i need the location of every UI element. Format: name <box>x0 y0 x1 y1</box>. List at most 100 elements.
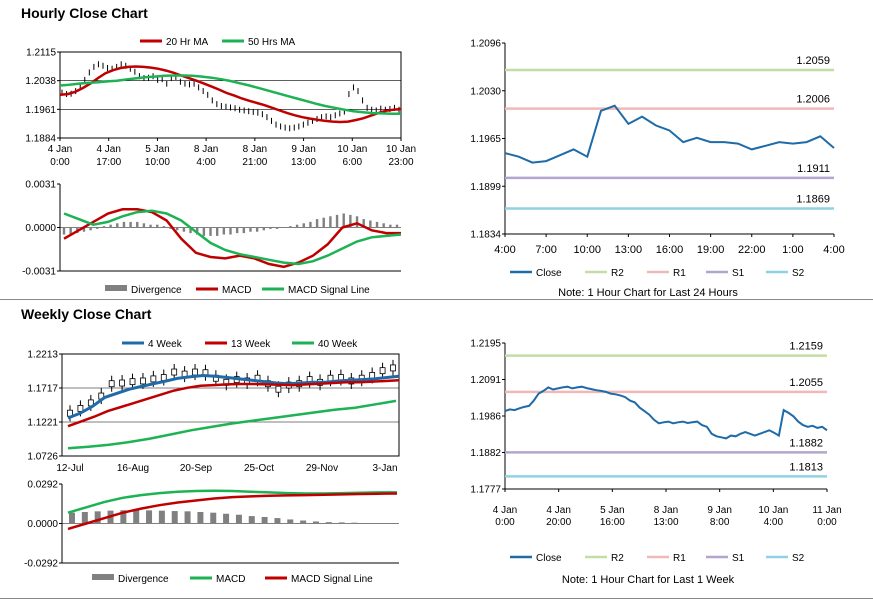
weekly-close-ytick-label: 1.1777 <box>470 485 501 496</box>
hourly-close-s1-value: 1.1911 <box>797 163 830 175</box>
hourly-price-xtick-label: 10 Jan <box>386 144 416 155</box>
weekly-close-xtick-label: 11 Jan <box>812 505 841 516</box>
weekly-divergence-bar <box>235 514 242 524</box>
hourly-divergence-bar <box>262 227 265 231</box>
hourly-price-xtick-label: 5 Jan <box>145 144 169 155</box>
hourly-divergence-bar <box>82 227 86 232</box>
hourly-ma50-legend-label: 50 Hrs MA <box>248 37 296 48</box>
weekly-close-xtick-label: 9 Jan <box>707 505 731 516</box>
hourly-divergence-bar <box>395 224 399 228</box>
hourly-divergence-bar <box>242 227 246 234</box>
hourly-divergence-bar <box>289 226 292 228</box>
weekly-divergence-bar <box>133 510 140 524</box>
hourly-close-r2-value: 1.2059 <box>796 55 830 67</box>
weekly-close-close-legend-label: Close <box>536 553 562 564</box>
weekly-close-ytick-label: 1.1986 <box>470 412 501 423</box>
weekly-close-xtick-label: 0:00 <box>495 517 515 528</box>
weekly-divergence-legend-label: Divergence <box>118 574 169 585</box>
hourly-close-r1-value: 1.2006 <box>796 94 830 106</box>
weekly-close-s1-value: 1.1882 <box>789 437 823 449</box>
hourly-divergence-bar <box>96 227 99 229</box>
hourly-close-xtick-label: 7:00 <box>535 244 556 256</box>
hourly-divergence-bar <box>389 224 392 228</box>
weekly-price-ytick-label: 1.1221 <box>27 418 58 429</box>
hourly-divergence-bar <box>182 227 186 232</box>
hourly-divergence-bar <box>202 227 206 236</box>
hourly-close-xtick-label: 10:00 <box>573 244 601 256</box>
weekly-price-xtick-label: 16-Aug <box>117 463 149 474</box>
weekly-price-xtick-label: 29-Nov <box>306 463 338 474</box>
weekly-close-xtick-label: 16:00 <box>600 517 625 528</box>
weekly-divergence-bar <box>197 512 204 524</box>
hourly-divergence-bar <box>109 224 112 228</box>
weekly-price-plot-area <box>61 353 400 457</box>
hourly-divergence-bar <box>156 224 159 228</box>
weekly-candle-body <box>119 379 125 387</box>
weekly-candle-body <box>140 377 146 385</box>
weekly-40wk-line <box>67 399 397 450</box>
weekly-price-ytick-label: 1.2213 <box>27 350 58 361</box>
hourly-price-xtick-label: 23:00 <box>388 157 413 168</box>
hourly-ma20-legend-label: 20 Hr MA <box>166 37 209 48</box>
hourly-divergence-bar <box>169 227 172 229</box>
weekly-close-xtick-label: 4:00 <box>764 517 784 528</box>
hourly-price-ytick-label: 1.2038 <box>25 76 56 87</box>
hourly-divergence-legend-swatch <box>105 285 127 291</box>
weekly-divergence-bar <box>261 517 268 524</box>
weekly-divergence-bar <box>325 522 332 524</box>
weekly-13wk-legend-label: 13 Week <box>231 339 271 350</box>
weekly-close-close-line <box>504 385 828 440</box>
hourly-divergence-bar <box>89 227 92 231</box>
weekly-13wk-line <box>67 379 400 428</box>
weekly-close-r2-legend-label: R2 <box>611 553 624 564</box>
hourly-divergence-bar <box>342 213 345 228</box>
section-divider-bottom <box>0 598 873 599</box>
hourly-close-xtick-label: 4:00 <box>494 244 515 256</box>
weekly-divergence-bar <box>94 511 101 524</box>
weekly-close-ytick-label: 1.2195 <box>470 339 501 350</box>
weekly-close-ytick-label: 1.2091 <box>470 375 501 386</box>
hourly-divergence-bar <box>116 223 119 228</box>
hourly-divergence-bar <box>189 227 192 234</box>
weekly-close-s2-value: 1.1813 <box>789 461 823 473</box>
weekly-divergence-bar <box>158 510 165 524</box>
hourly-divergence-bar <box>102 226 106 228</box>
hourly-close-xtick-label: 1:00 <box>782 244 803 256</box>
weekly-candle-body <box>150 375 157 383</box>
weekly-close-xtick-label: 8:00 <box>710 517 730 528</box>
hourly-divergence-bar <box>309 221 312 228</box>
hourly-macd-legend-label: MACD <box>222 285 251 296</box>
weekly-candle-body <box>77 404 84 412</box>
hourly-close-r1-legend-label: R1 <box>673 268 686 279</box>
weekly-40wk-legend-label: 40 Week <box>318 339 358 350</box>
hourly-divergence-bar <box>362 219 365 228</box>
weekly-close-xtick-label: 4 Jan <box>546 505 570 516</box>
weekly-close-s1-legend-label: S1 <box>732 553 745 564</box>
hourly-close-ytick-label: 1.1965 <box>470 134 501 145</box>
weekly-candle-body <box>390 364 396 372</box>
hourly-price-ytick-label: 1.1961 <box>25 105 56 116</box>
hourly-price-xtick-label: 6:00 <box>343 157 363 168</box>
weekly-close-xtick-label: 20:00 <box>546 517 571 528</box>
hourly-divergence-bar <box>329 216 332 228</box>
hourly-divergence-bar <box>275 227 279 229</box>
weekly-divergence-bar <box>120 510 127 524</box>
hourly-ma20-line <box>59 65 402 124</box>
hourly-price-xtick-label: 13:00 <box>291 157 316 168</box>
hourly-divergence-bar <box>215 227 219 236</box>
weekly-price-xtick-label: 20-Sep <box>180 463 213 474</box>
weekly-divergence-bar <box>210 512 217 524</box>
weekly-close-note: Note: 1 Hour Chart for Last 1 Week <box>562 574 735 586</box>
hourly-price-xtick-label: 4 Jan <box>48 144 72 155</box>
hourly-macd-ytick-label: -0.0031 <box>22 267 56 278</box>
hourly-divergence-bar <box>176 227 179 231</box>
weekly-price-ytick-label: 1.0726 <box>27 452 58 463</box>
weekly-price-ytick-label: 1.1717 <box>27 384 58 395</box>
weekly-close-ytick-label: 1.1882 <box>470 448 501 459</box>
weekly-close-xtick-label: 5 Jan <box>600 505 624 516</box>
hourly-close-close-line <box>504 104 835 164</box>
hourly-divergence-bar <box>255 227 259 232</box>
hourly-price-ytick-label: 1.1884 <box>25 134 56 145</box>
hourly-divergence-bar <box>375 221 379 228</box>
weekly-macd-ytick-label: 0.0000 <box>27 519 58 530</box>
